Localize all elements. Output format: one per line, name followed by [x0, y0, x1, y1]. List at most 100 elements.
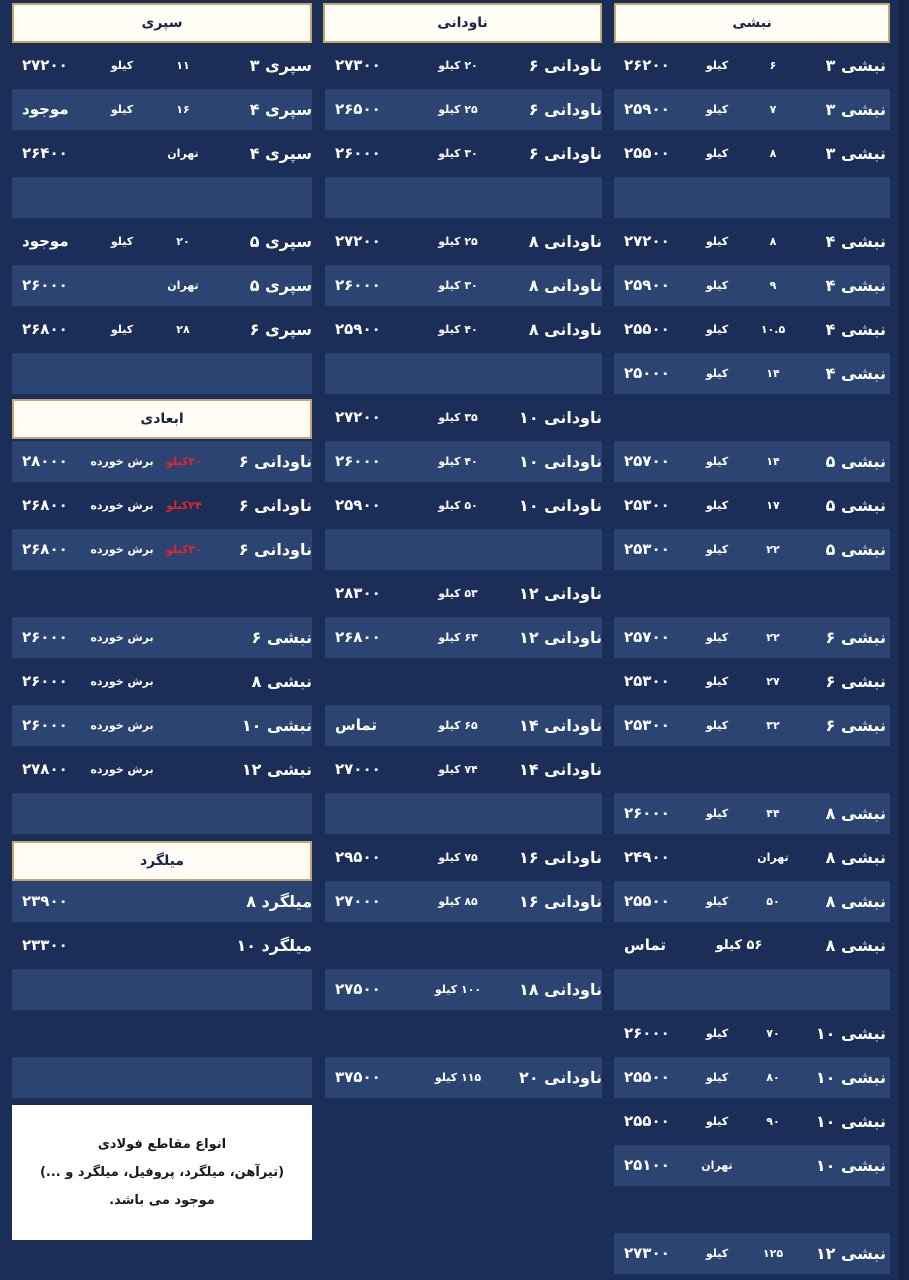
- cell-name: نبشی ۶: [251, 628, 312, 647]
- table-row: [12, 1057, 312, 1098]
- cell-unit: کیلو: [705, 103, 729, 116]
- table-row: ناودانی ۱۰ ۵۰ کیلو ۲۵۹۰۰: [325, 485, 602, 526]
- cell-price: ۳۷۵۰۰: [335, 1068, 381, 1086]
- cell-name: سپری ۵: [249, 276, 312, 295]
- cell-weight: ۶۳ کیلو: [438, 631, 478, 644]
- cell-unit: کیلو: [705, 1115, 729, 1128]
- cell-weight: ۳۵ کیلو: [438, 411, 478, 424]
- cell-weight: ۲۷: [766, 675, 780, 688]
- cell-note: برش خورده: [90, 719, 154, 732]
- table-row: نبشی ۵ ۲۲ کیلو ۲۵۳۰۰: [614, 529, 890, 570]
- cell-price: ۲۵۳۰۰: [624, 496, 670, 514]
- table-row: سپری ۴ تهران ۲۶۴۰۰: [12, 133, 312, 174]
- cell-price: ۲۵۱۰۰: [624, 1156, 670, 1174]
- table-row: ناودانی ۶ ۳۰کیلو برش خورده ۲۶۸۰۰: [12, 529, 312, 570]
- cell-weight: تهران: [167, 279, 199, 292]
- table-row: سپری ۶ ۲۸ کیلو ۲۶۸۰۰: [12, 309, 312, 350]
- cell-price: موجود: [22, 100, 69, 118]
- cell-price: ۲۵۹۰۰: [335, 320, 381, 338]
- cell-name: میلگرد ۸: [246, 892, 312, 911]
- cell-weight: ۵۳ کیلو: [438, 587, 478, 600]
- cell-price: ۲۸۳۰۰: [335, 584, 381, 602]
- cell-name: ناودانی ۱۶: [519, 892, 602, 911]
- cell-weight: ۶: [769, 59, 777, 72]
- table-row: ناودانی ۱۴ ۷۴ کیلو ۲۷۰۰۰: [325, 749, 602, 790]
- cell-price: ۲۶۰۰۰: [22, 628, 68, 646]
- cell-price: ۲۶۰۰۰: [22, 672, 68, 690]
- table-row: سپری ۵ ۲۰ کیلو موجود: [12, 221, 312, 262]
- cell-price: ۲۸۰۰۰: [22, 452, 68, 470]
- cell-price: ۲۷۳۰۰: [624, 1244, 670, 1262]
- cell-weight: ۵۰ کیلو: [438, 499, 478, 512]
- cell-price: ۲۶۰۰۰: [335, 144, 381, 162]
- cell-name: نبشی ۱۰: [815, 1024, 886, 1043]
- cell-name: ناودانی ۱۴: [519, 760, 602, 779]
- cell-name: سپری ۴: [249, 100, 312, 119]
- cell-price: ۲۷۲۰۰: [624, 232, 670, 250]
- table-row: نبشی ۵ ۱۷ کیلو ۲۵۳۰۰: [614, 485, 890, 526]
- cell-name: نبشی ۱۰: [815, 1068, 886, 1087]
- cell-weight: ۲۵ کیلو: [438, 235, 478, 248]
- cell-unit: کیلو: [705, 719, 729, 732]
- cell-name: ناودانی ۶: [238, 452, 312, 471]
- cell-price: ۲۶۰۰۰: [624, 804, 670, 822]
- cell-weight: ۵۰: [766, 895, 780, 908]
- cell-weight: ۱۱: [176, 59, 190, 72]
- cell-name: ناودانی ۱۸: [519, 980, 602, 999]
- header-navdani: ناودانی: [323, 3, 602, 43]
- cell-unit: کیلو: [705, 1247, 729, 1260]
- cell-weight: ۳۰ کیلو: [438, 147, 478, 160]
- cell-name: نبشی ۸: [825, 892, 886, 911]
- cell-unit: کیلو: [705, 147, 729, 160]
- cell-name: ناودانی ۱۰: [519, 496, 602, 515]
- cell-unit: کیلو: [705, 279, 729, 292]
- cell-note: برش خورده: [90, 763, 154, 776]
- cell-weight: ۷۰: [766, 1027, 780, 1040]
- cell-unit: کیلو: [110, 103, 134, 116]
- cell-price: ۲۵۷۰۰: [624, 628, 670, 646]
- header-abadi: ابعادی: [12, 399, 312, 439]
- cell-price: ۲۹۵۰۰: [335, 848, 381, 866]
- cell-name: نبشی ۸: [825, 804, 886, 823]
- cell-name: نبشی ۱۰: [815, 1112, 886, 1131]
- cell-unit: کیلو: [705, 631, 729, 644]
- cell-weight: ۱۴: [766, 367, 780, 380]
- cell-weight: ۸۰: [766, 1071, 780, 1084]
- table-row: ناودانی ۱۶ ۸۵ کیلو ۲۷۰۰۰: [325, 881, 602, 922]
- cell-name: سپری ۵: [249, 232, 312, 251]
- table-row: نبشی ۱۰ ۸۰ کیلو ۲۵۵۰۰: [614, 1057, 890, 1098]
- cell-price: موجود: [22, 232, 69, 250]
- header-separi: سپری: [12, 3, 312, 43]
- table-row: ناودانی ۱۰ ۳۵ کیلو ۲۷۲۰۰: [325, 397, 602, 438]
- cell-price: تماس: [335, 716, 378, 734]
- cell-weight: ۳۰ کیلو: [438, 279, 478, 292]
- cell-name: ناودانی ۱۴: [519, 716, 602, 735]
- table-row: [325, 177, 602, 218]
- table-row: نبشی ۴ ۱۰.۵ کیلو ۲۵۵۰۰: [614, 309, 890, 350]
- cell-name: نبشی ۱۰: [241, 716, 312, 735]
- cell-name: نبشی ۱۲: [815, 1244, 886, 1263]
- table-row: نبشی ۱۰ برش خورده ۲۶۰۰۰: [12, 705, 312, 746]
- cell-price: ۲۶۰۰۰: [22, 276, 68, 294]
- cell-weight: تهران: [167, 147, 199, 160]
- table-row: نبشی ۶ برش خورده ۲۶۰۰۰: [12, 617, 312, 658]
- cell-name: نبشی ۳: [825, 100, 886, 119]
- cell-price: ۲۷۰۰۰: [335, 760, 381, 778]
- cell-weight: ۹۰: [766, 1115, 780, 1128]
- cell-weight: ۴۴: [766, 807, 780, 820]
- cell-weight: ۴۰ کیلو: [438, 323, 478, 336]
- header-milgerd: میلگرد: [12, 841, 312, 881]
- cell-note: برش خورده: [90, 543, 154, 556]
- info-note: انواع مقاطع فولادی (تیرآهن، میلگرد، پروف…: [12, 1105, 312, 1240]
- table-row: میلگرد ۱۰ ۲۳۳۰۰: [12, 925, 312, 966]
- table-row: سپری ۵ تهران ۲۶۰۰۰: [12, 265, 312, 306]
- cell-name: نبشی ۱۲: [241, 760, 312, 779]
- cell-weight: ۷۴ کیلو: [438, 763, 478, 776]
- table-row: ناودانی ۲۰ ۱۱۵ کیلو ۳۷۵۰۰: [325, 1057, 602, 1098]
- cell-unit: کیلو: [705, 499, 729, 512]
- cell-weight: ۶۵ کیلو: [438, 719, 478, 732]
- table-row: نبشی ۶ ۳۲ کیلو ۲۵۳۰۰: [614, 705, 890, 746]
- table-row: ناودانی ۱۲ ۵۳ کیلو ۲۸۳۰۰: [325, 573, 602, 614]
- cell-weight: ۱۱۵ کیلو: [434, 1071, 482, 1084]
- cell-name: نبشی ۵: [825, 452, 886, 471]
